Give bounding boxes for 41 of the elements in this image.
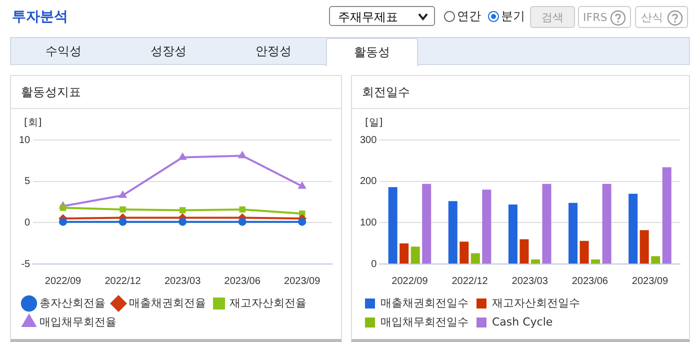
- x-tick-label: 2023/03: [164, 276, 202, 287]
- y-axis-title: [회]: [24, 118, 42, 129]
- text: 검색: [530, 6, 575, 28]
- text: 안정성: [254, 43, 292, 60]
- text: 분기: [501, 8, 525, 25]
- y-tick-label: 100: [360, 217, 378, 228]
- x-tick-label: 2023/09: [284, 276, 321, 287]
- text: 성장성: [150, 43, 188, 60]
- text: IFRS: [578, 6, 631, 28]
- y-tick-label: 300: [360, 134, 378, 146]
- legend-label: 매출채권회전일수: [380, 296, 468, 310]
- text: 수익성: [44, 43, 82, 60]
- x-tick-label: 2023/06: [572, 276, 608, 287]
- y-tick-label: 200: [360, 176, 378, 188]
- y-tick-label: -5: [21, 258, 31, 270]
- x-tick-label: 2023/09: [632, 276, 668, 287]
- x-tick-label: 2022/12: [104, 276, 142, 287]
- legend-label: Cash Cycle: [492, 315, 553, 328]
- text: 연간: [457, 8, 481, 25]
- text: 산식: [635, 6, 688, 28]
- x-tick-label: 2023/06: [224, 276, 261, 287]
- chart-title: 활동성지표: [11, 76, 341, 109]
- x-tick-label: 2023/03: [512, 276, 548, 287]
- x-tick-label: 2022/12: [452, 276, 488, 287]
- legend-label: 재고자산회전일수: [492, 296, 580, 310]
- y-tick-label: 5: [24, 176, 31, 188]
- legend-label: 총자산회전율: [40, 296, 106, 310]
- text: 활동성: [326, 38, 418, 66]
- legend-label: 매입채무회전일수: [380, 315, 468, 328]
- chart-title: 회전일수: [352, 76, 689, 109]
- legend-label: 매입채무회전율: [40, 315, 116, 328]
- text: 투자분석: [12, 8, 68, 26]
- y-tick-label: 0: [24, 217, 31, 228]
- legend-label: 재고자산회전율: [230, 296, 306, 310]
- x-tick-label: 2022/09: [392, 276, 428, 287]
- legend-label: 매출채권회전율: [129, 296, 206, 310]
- x-tick-label: 2022/09: [44, 276, 82, 287]
- y-tick-label: 10: [19, 134, 31, 146]
- y-axis-title: [일]: [365, 118, 383, 129]
- text: 주재무제표: [329, 6, 435, 26]
- y-tick-label: 0: [371, 258, 378, 270]
